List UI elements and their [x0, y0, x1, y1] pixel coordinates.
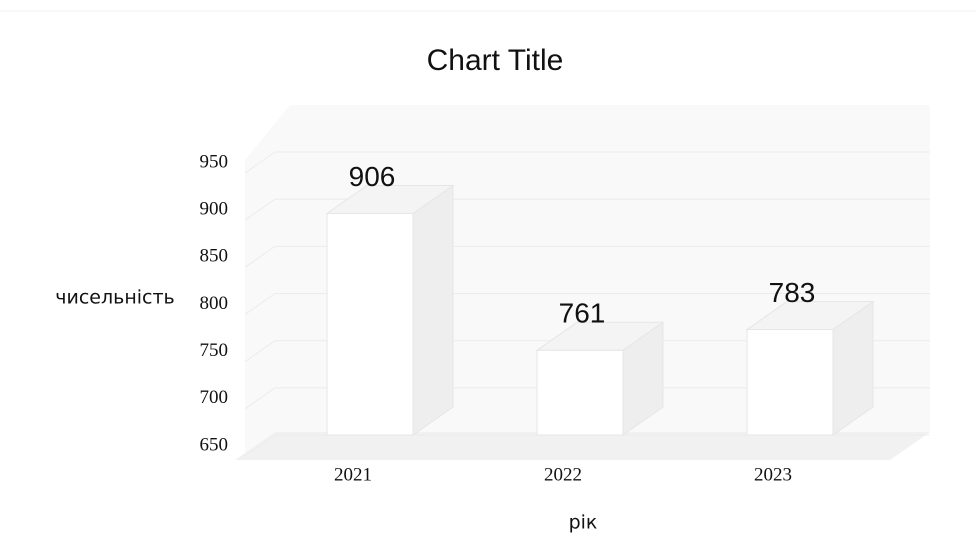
y-tick-label: 800: [200, 293, 229, 314]
floor: [235, 432, 930, 460]
grid-line: [244, 198, 276, 221]
y-tick-label: 950: [200, 151, 229, 172]
bar: [326, 213, 414, 436]
x-axis-label: рік: [569, 512, 598, 534]
chart-title: Chart Title: [427, 44, 564, 77]
bar: [536, 349, 624, 436]
y-tick-label: 650: [200, 434, 229, 455]
data-label: 761: [559, 298, 606, 329]
x-tick-label: 2023: [754, 464, 792, 485]
bar-side: [412, 184, 454, 436]
y-axis-label: чисельність: [55, 287, 174, 309]
y-tick-label: 750: [200, 340, 229, 361]
y-tick-label: 900: [200, 199, 229, 220]
data-label: 906: [349, 161, 396, 192]
grid-line: [244, 434, 276, 457]
grid-line: [244, 245, 276, 268]
bar: [746, 329, 834, 436]
grid-line: [244, 340, 276, 363]
x-tick-label: 2021: [334, 464, 372, 485]
y-tick-label: 700: [200, 387, 229, 408]
x-tick-label: 2022: [544, 464, 582, 485]
grid-line: [244, 293, 276, 315]
data-label: 783: [769, 277, 816, 308]
grid-line: [244, 387, 276, 410]
y-tick-label: 850: [200, 246, 229, 267]
grid-line: [244, 151, 276, 174]
